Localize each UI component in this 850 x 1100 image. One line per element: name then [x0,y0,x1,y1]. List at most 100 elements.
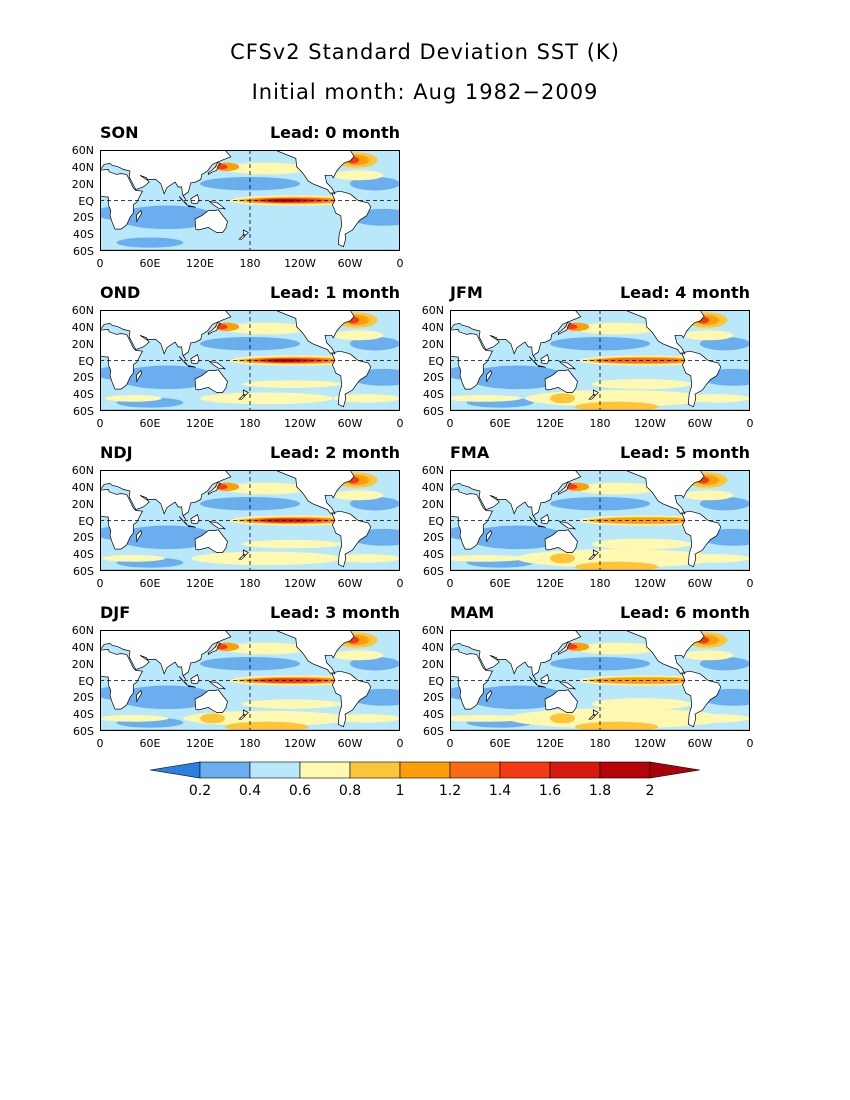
lat-tick-label: 20N [421,497,444,511]
lat-tick-label: EQ [78,194,94,208]
panel-lead-label: Lead: 2 month [269,443,400,462]
figure-title: CFSv2 Standard Deviation SST (K) [230,40,620,64]
lat-tick-label: 20S [423,531,444,545]
lon-tick-label: 180 [239,257,261,270]
lon-tick-label: 120W [284,417,316,430]
lat-tick-label: 20N [71,497,94,511]
panel-season-label: DJF [100,603,131,622]
lat-tick-label: 60N [71,624,94,637]
lat-tick-label: 60S [73,725,94,738]
colorbar-swatch [499,761,551,779]
colorbar-swatch [599,761,651,779]
lat-tick-label: 20N [71,337,94,351]
sst-stddev-map [450,470,750,571]
lon-tick-label: 120E [186,577,214,590]
lat-tick-label: 60S [423,725,444,738]
panel-season-label: SON [100,123,139,142]
lon-tick-label: 0 [446,417,454,430]
lon-tick-label: 60W [337,417,363,430]
lon-tick-label: 120E [186,417,214,430]
lat-tick-label: 20N [71,177,94,191]
lat-tick-label: EQ [428,354,444,368]
lon-tick-label: 60E [139,577,161,590]
lon-tick-label: 60E [489,577,511,590]
colorbar-swatch [549,761,601,779]
lat-tick-label: 60N [71,464,94,477]
lon-tick-label: 60W [687,577,713,590]
lon-tick-label: 120W [634,577,666,590]
lat-tick-label: 40S [423,708,444,722]
lon-tick-label: 60W [687,417,713,430]
colorbar-swatch [399,761,451,779]
lon-tick-label: 180 [589,737,611,750]
lon-tick-label: 60E [139,417,161,430]
lat-tick-label: 20S [73,531,94,545]
colorbar-tick-label: 0.2 [188,783,212,799]
lon-tick-label: 120W [284,257,316,270]
lon-tick-label: 0 [96,417,104,430]
panel-lead-label: Lead: 6 month [619,603,750,622]
sst-stddev-map [450,630,750,731]
lat-tick-label: 60N [71,304,94,317]
lat-tick-label: 40S [73,548,94,562]
lon-tick-label: 0 [396,737,404,750]
lat-tick-label: 20S [73,691,94,705]
lon-tick-label: 120E [186,257,214,270]
lon-tick-label: 120W [634,417,666,430]
lon-tick-label: 60W [337,737,363,750]
panel-season-label: NDJ [100,443,133,462]
lat-tick-label: 40N [71,480,94,494]
panel-season-label: OND [100,283,141,302]
colorbar-min-arrow [150,761,201,779]
lat-tick-label: 40S [73,228,94,242]
lon-tick-label: 120E [536,417,564,430]
panel-djf: DJF Lead: 3 month 60N 40N 20N EQ 20S 40S 60S 0 60E… [72,603,404,750]
lon-tick-label: 0 [446,737,454,750]
lon-tick-label: 180 [239,417,261,430]
sst-stddev-map [100,630,400,731]
lat-tick-label: 40S [423,388,444,402]
lat-tick-label: EQ [428,674,444,688]
lat-tick-label: 60S [423,565,444,578]
sst-stddev-map [450,310,750,411]
panel-fma: FMA Lead: 5 month 60N 40N 20N EQ 20S 40S 60S 0 60E… [422,443,754,590]
lon-tick-label: 0 [746,577,754,590]
panel-season-label: JFM [450,283,483,302]
lat-tick-label: EQ [78,674,94,688]
lat-tick-label: 40N [71,640,94,654]
colorbar-swatch [249,761,301,779]
panel-lead-label: Lead: 5 month [619,443,750,462]
panel-mam: MAM Lead: 6 month 60N 40N 20N EQ 20S 40S 60S 0 60E… [422,603,754,750]
lat-tick-label: 20N [71,657,94,671]
lon-tick-label: 0 [746,737,754,750]
panel-lead-label: Lead: 4 month [619,283,750,302]
lon-tick-label: 0 [396,577,404,590]
lat-tick-label: 40N [71,320,94,334]
lon-tick-label: 180 [589,577,611,590]
panel-ond: OND Lead: 1 month 60N 40N 20N EQ 20S 40S 60S 0 60E… [72,283,404,430]
lat-tick-label: 20S [423,691,444,705]
sst-stddev-map [100,310,400,411]
colorbar-swatch [349,761,401,779]
lat-tick-label: 60N [71,144,94,157]
colorbar-tick-label: 1.6 [538,783,562,799]
panel-son: SON Lead: 0 month 60N 40N 20N EQ 20S 40S 60S 0 60E… [72,123,404,270]
colorbar-max-arrow [649,761,700,779]
lat-tick-label: 60N [421,624,444,637]
colorbar [150,761,700,779]
lon-tick-label: 0 [96,257,104,270]
colorbar-swatch [449,761,501,779]
lon-tick-label: 0 [96,737,104,750]
lon-tick-label: 60E [489,737,511,750]
lon-tick-label: 0 [396,417,404,430]
lat-tick-label: 20S [423,371,444,385]
lat-tick-label: 60S [73,405,94,418]
lon-tick-label: 180 [239,737,261,750]
lon-tick-label: 60E [139,737,161,750]
panel-lead-label: Lead: 0 month [269,123,400,142]
colorbar-tick-label: 1.2 [438,783,462,799]
colorbar-tick-label: 1.4 [488,783,512,799]
lon-tick-label: 0 [446,577,454,590]
lat-tick-label: 60S [73,565,94,578]
colorbar-swatch [199,761,251,779]
